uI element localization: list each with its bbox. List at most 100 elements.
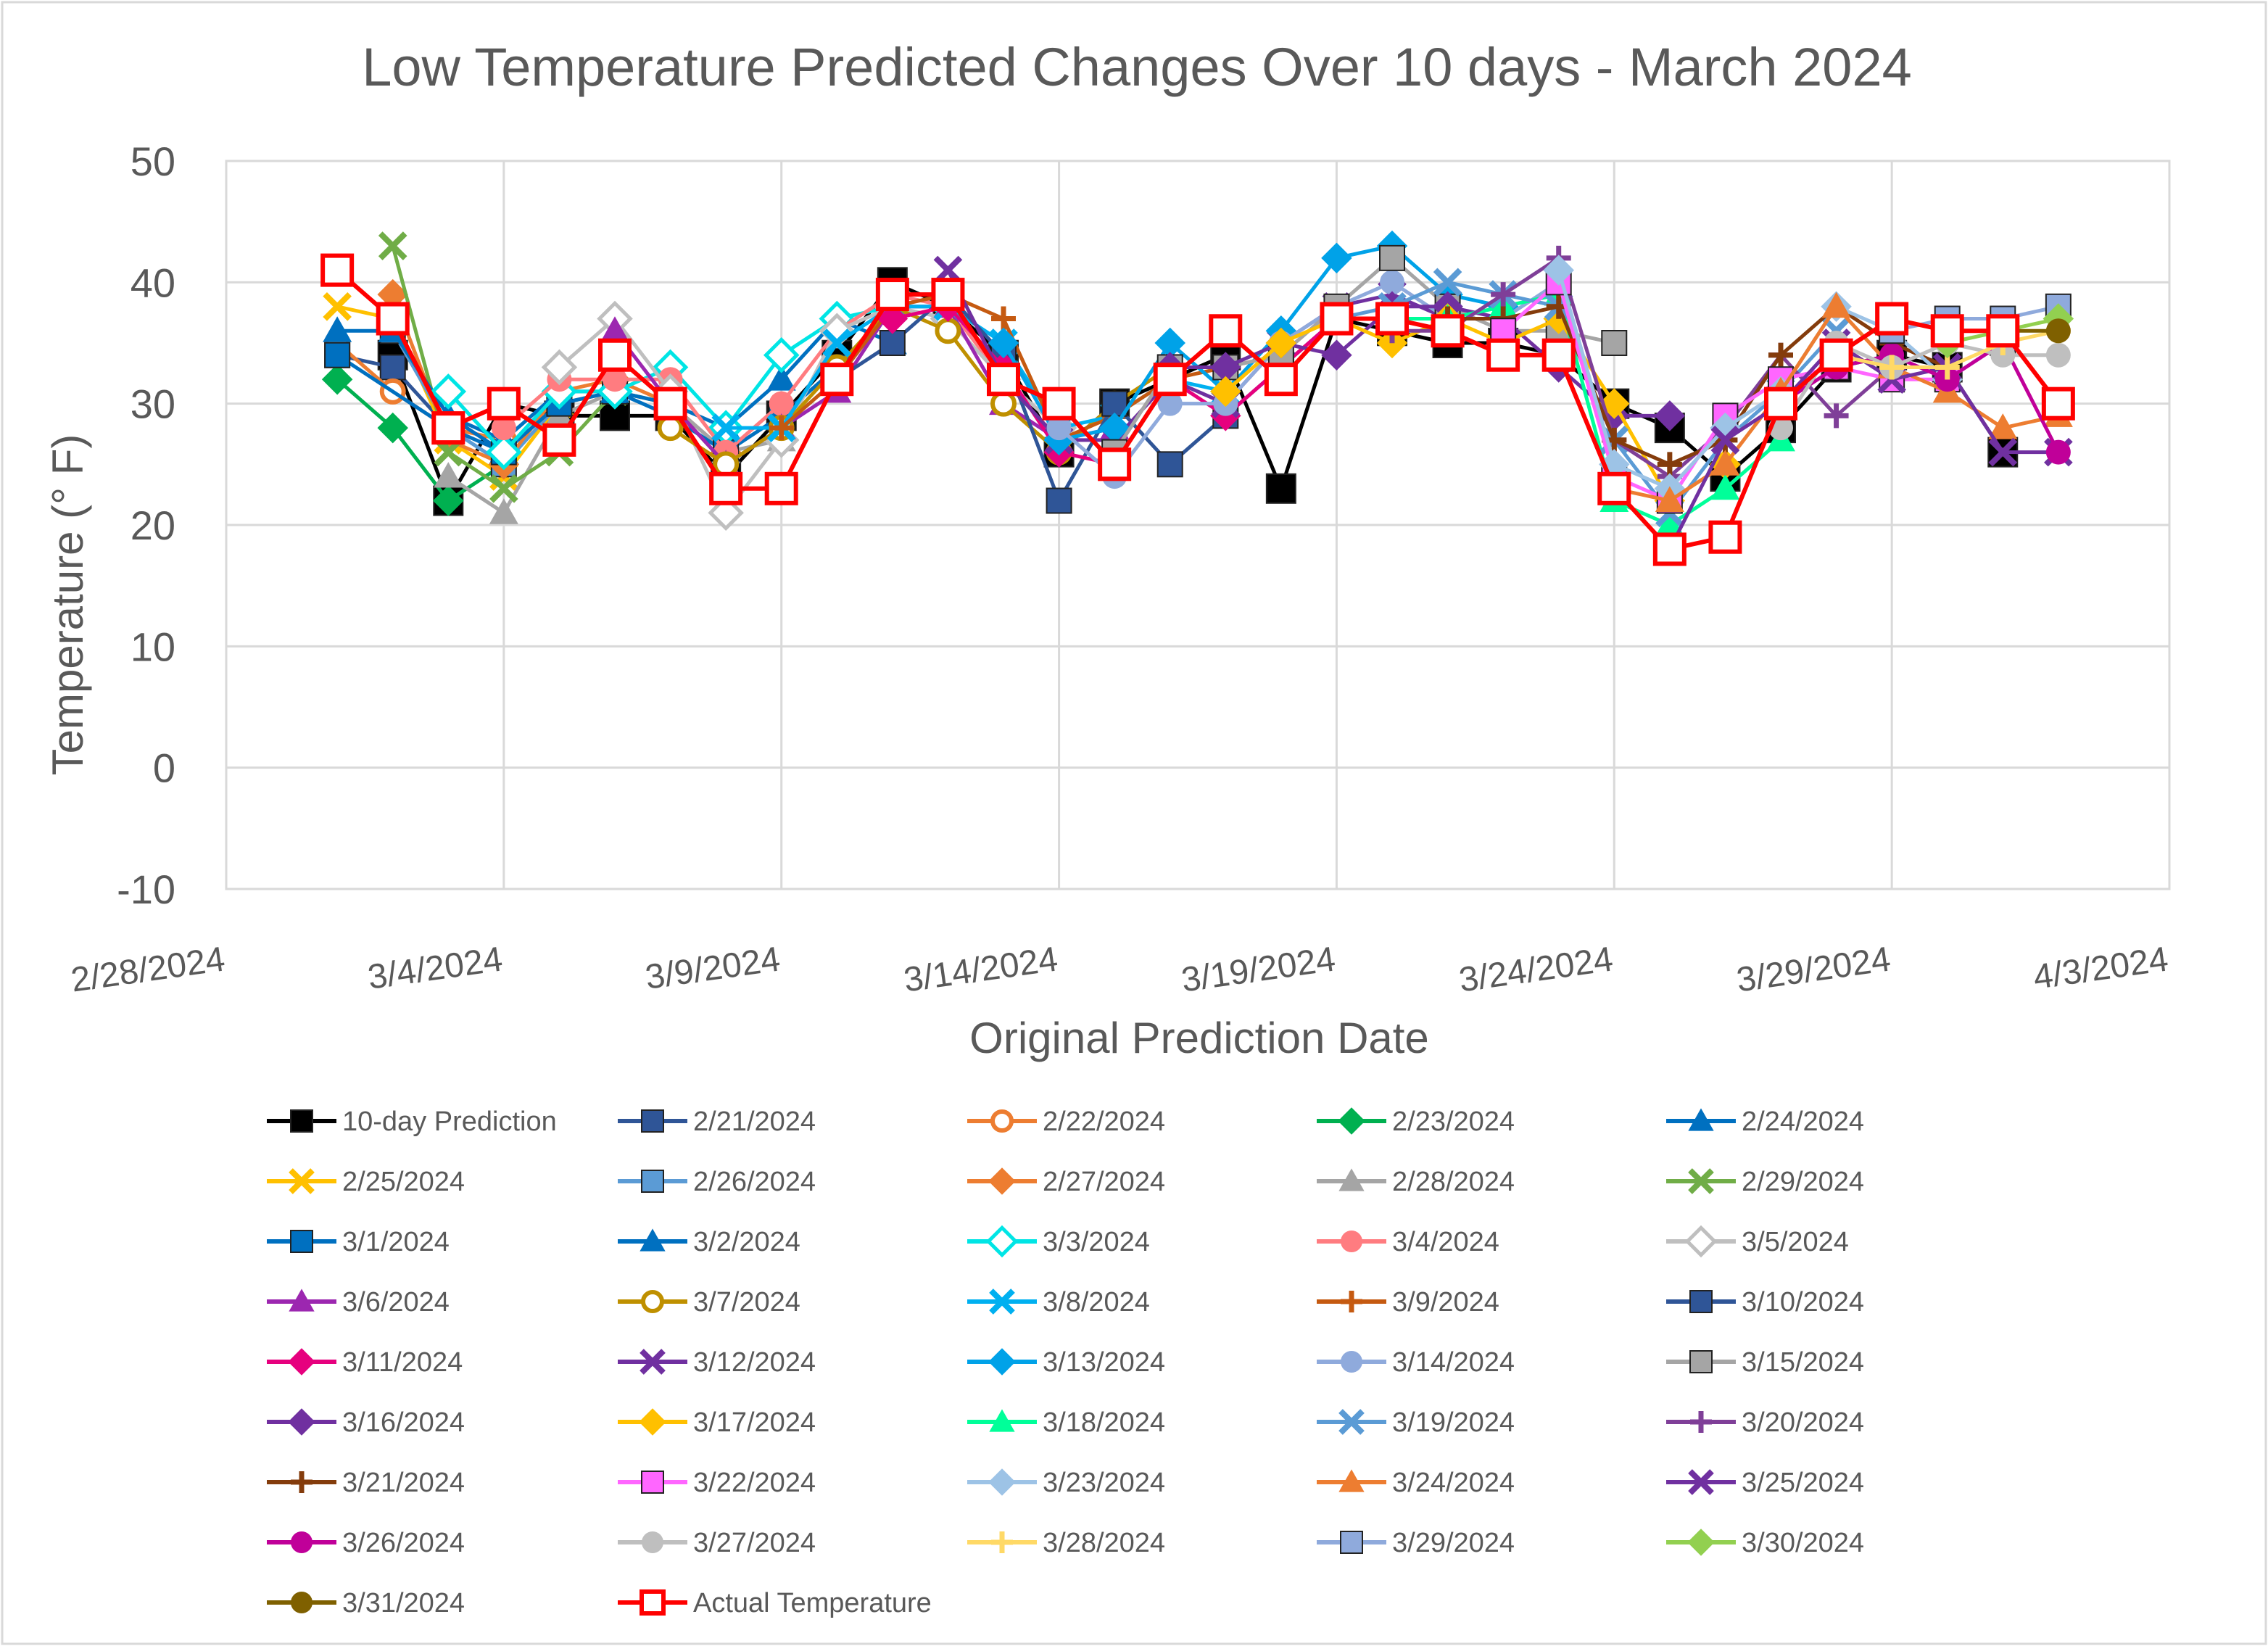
data-point (822, 328, 852, 357)
data-point (1321, 339, 1352, 371)
legend-label: 2/22/2024 (1043, 1107, 1165, 1137)
legend-label: 3/21/2024 (342, 1468, 465, 1498)
legend-item: 3/17/2024 (618, 1407, 816, 1438)
legend-label: 2/23/2024 (1392, 1107, 1515, 1137)
data-point (935, 318, 961, 344)
data-point (988, 327, 1019, 359)
legend-label: 2/27/2024 (1043, 1167, 1165, 1197)
data-point (711, 413, 740, 442)
legend-swatch-marker (1340, 1531, 1363, 1554)
legend-swatch-marker (1688, 1168, 1714, 1194)
data-point (1764, 386, 1797, 421)
data-point (2045, 439, 2071, 465)
legend-label: 3/7/2024 (693, 1287, 800, 1318)
data-point (1824, 403, 1849, 429)
legend-swatch-marker (1689, 1350, 1713, 1373)
legend-label: 3/18/2024 (1043, 1407, 1165, 1438)
data-point (1157, 391, 1183, 416)
legend-label: Actual Temperature (693, 1588, 932, 1618)
legend-label: 3/22/2024 (693, 1468, 816, 1498)
data-point (377, 412, 408, 444)
legend-label: 3/14/2024 (1392, 1347, 1515, 1378)
legend-label: 3/20/2024 (1742, 1407, 1864, 1438)
legend-label: 3/2/2024 (693, 1227, 800, 1257)
legend-swatch-marker (639, 1408, 666, 1436)
data-point (1321, 242, 1352, 274)
data-point (766, 365, 796, 391)
data-point (2045, 318, 2071, 344)
data-point (1265, 327, 1297, 359)
legend-label: 3/4/2024 (1392, 1227, 1499, 1257)
legend-item: 3/6/2024 (267, 1287, 450, 1318)
data-point (542, 423, 576, 457)
data-point (1708, 520, 1742, 554)
legend-label: 3/19/2024 (1392, 1407, 1515, 1438)
legend-item: 3/1/2024 (267, 1227, 450, 1257)
legend-label: 2/26/2024 (693, 1167, 816, 1197)
legend-item: Actual Temperature (618, 1588, 932, 1618)
legend-swatch-marker (1688, 1469, 1714, 1495)
legend-swatch-marker (641, 1170, 664, 1193)
legend-swatch-marker (291, 1592, 313, 1613)
legend-label: 3/25/2024 (1742, 1468, 1864, 1498)
legend-label: 3/9/2024 (1392, 1287, 1499, 1318)
legend-item: 3/8/2024 (967, 1287, 1150, 1318)
data-point (434, 462, 463, 488)
legend-item: 3/2/2024 (618, 1227, 800, 1257)
y-tick-label: 40 (131, 260, 175, 305)
legend-item: 3/3/2024 (967, 1225, 1150, 1258)
legend-swatch-marker (291, 1531, 313, 1553)
data-point (875, 278, 909, 312)
legend-label: 3/12/2024 (693, 1347, 816, 1378)
data-point (1379, 244, 1405, 271)
y-tick-label: 30 (131, 381, 175, 427)
legend-item: 3/24/2024 (1317, 1468, 1515, 1498)
data-point (820, 363, 854, 397)
data-point (491, 415, 516, 441)
data-point (487, 386, 521, 421)
data-point (431, 411, 465, 445)
legend-item: 2/22/2024 (967, 1107, 1165, 1137)
legend-swatch-marker (641, 1471, 664, 1494)
data-point (430, 373, 467, 410)
data-point (1654, 400, 1686, 431)
data-point (324, 342, 351, 368)
legend-swatch-marker (989, 1409, 1015, 1432)
y-tick-label: 10 (131, 624, 175, 669)
data-point (709, 471, 743, 505)
data-point (1988, 413, 2018, 439)
data-point (1265, 473, 1296, 504)
data-point (1710, 473, 1740, 500)
data-point (1153, 363, 1187, 397)
legend-swatch-marker (641, 1290, 664, 1313)
legend-item: 3/20/2024 (1666, 1407, 1864, 1438)
legend-item: 3/22/2024 (618, 1468, 816, 1498)
data-point (1486, 338, 1520, 372)
chart-title: Low Temperature Predicted Changes Over 1… (362, 37, 1912, 97)
legend-item: 3/23/2024 (967, 1468, 1165, 1498)
data-point (1264, 363, 1298, 397)
x-axis-title: Original Prediction Date (969, 1014, 1429, 1062)
data-point (1930, 314, 1964, 348)
legend-label: 3/3/2024 (1043, 1227, 1150, 1257)
legend-swatch-marker (988, 1167, 1016, 1195)
data-point (1657, 452, 1682, 477)
legend-swatch-marker (988, 1348, 1016, 1376)
legend-swatch-marker (991, 1531, 1013, 1553)
legend-item: 3/9/2024 (1317, 1287, 1499, 1318)
legend-label: 3/17/2024 (693, 1407, 816, 1438)
data-point (1154, 327, 1185, 359)
data-point (1710, 426, 1740, 455)
series-line (336, 378, 505, 503)
data-point (320, 253, 355, 287)
legend-item: 3/4/2024 (1317, 1227, 1499, 1257)
legend-swatch-marker (289, 1289, 315, 1312)
legend-label: 3/26/2024 (342, 1528, 465, 1558)
legend-label: 3/29/2024 (1392, 1528, 1515, 1558)
legend: 10-day Prediction 2/21/2024 2/22/2024 2/23/… (267, 1107, 1864, 1618)
data-point (2045, 342, 2071, 368)
legend-swatch-marker (289, 1168, 315, 1194)
legend-swatch-marker (1338, 1409, 1365, 1435)
data-point (879, 330, 906, 356)
legend-item: 3/10/2024 (1666, 1287, 1864, 1318)
